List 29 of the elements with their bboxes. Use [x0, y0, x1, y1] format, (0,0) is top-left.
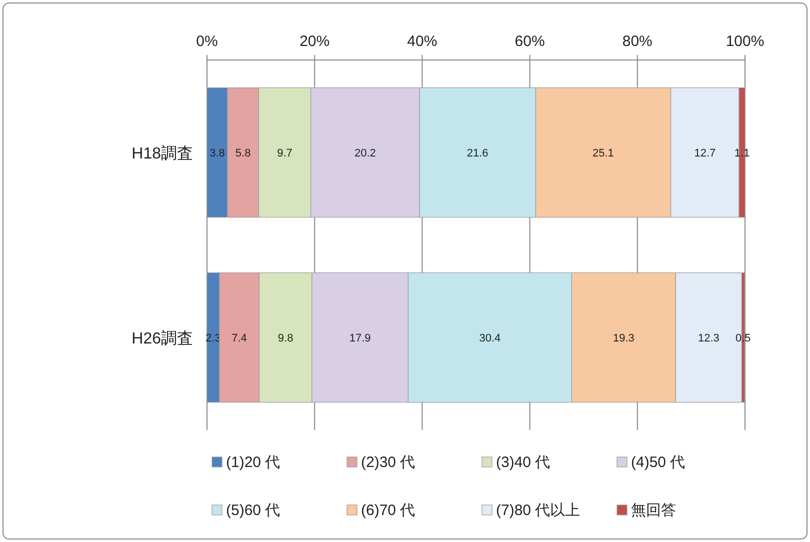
legend-label: (2)30 代 — [361, 454, 416, 471]
data-label: 5.8 — [235, 148, 251, 160]
x-tick-label: 80% — [622, 33, 652, 50]
legend-label: (1)20 代 — [226, 454, 280, 471]
legend-label: (5)60 代 — [226, 502, 280, 519]
data-label: 3.8 — [210, 148, 225, 160]
legend-label: (7)80 代以上 — [496, 502, 580, 519]
legend-label: (3)40 代 — [496, 454, 550, 471]
data-label: 17.9 — [349, 332, 371, 344]
y-tick-label: H26調査 — [132, 330, 193, 348]
data-label: 12.7 — [694, 148, 716, 160]
data-label: 30.4 — [479, 332, 501, 344]
x-tick-label: 40% — [407, 33, 438, 50]
x-tick-label: 100% — [726, 33, 764, 50]
data-label: 12.3 — [698, 332, 720, 344]
data-label: 19.3 — [612, 332, 634, 344]
legend-label: (4)50 代 — [631, 454, 686, 471]
x-tick-label: 0% — [196, 33, 218, 50]
data-label: 9.8 — [278, 332, 294, 344]
data-label: 25.1 — [592, 148, 614, 160]
data-label: 7.4 — [232, 332, 247, 344]
x-tick-label: 60% — [514, 33, 545, 50]
data-label: 9.7 — [277, 148, 292, 160]
y-tick-label: H18調査 — [132, 144, 193, 162]
legend-label: (6)70 代 — [361, 502, 416, 519]
legend-label: 無回答 — [631, 502, 676, 519]
data-label: 20.2 — [354, 148, 376, 160]
data-label: 21.6 — [466, 148, 488, 160]
x-tick-label: 20% — [300, 33, 330, 50]
